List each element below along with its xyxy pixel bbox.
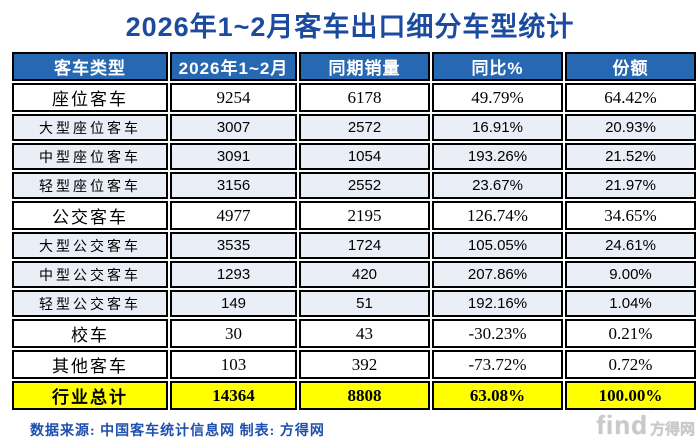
cell-current: 3007 [170, 114, 297, 141]
row-label: 校车 [12, 319, 168, 348]
table-row: 公交客车 4977 2195 126.74% 34.65% [12, 201, 696, 230]
cell-same_period: 2195 [299, 201, 430, 230]
cell-yoy: 193.26% [432, 143, 563, 170]
cell-same_period: 8808 [299, 381, 430, 410]
row-label: 行业总计 [12, 381, 168, 410]
source-note: 数据来源: 中国客车统计信息网 制表: 方得网 [30, 424, 325, 439]
cell-current: 3091 [170, 143, 297, 170]
cell-same_period: 1054 [299, 143, 430, 170]
row-label: 轻型公交客车 [12, 290, 168, 317]
column-header: 2026年1~2月 [170, 52, 297, 81]
cell-yoy: 16.91% [432, 114, 563, 141]
cell-current: 103 [170, 350, 297, 379]
table-row: 中型座位客车 3091 1054 193.26% 21.52% [12, 143, 696, 170]
cell-share: 9.00% [565, 261, 696, 288]
cell-yoy: -73.72% [432, 350, 563, 379]
row-label: 公交客车 [12, 201, 168, 230]
table-row: 大型座位客车 3007 2572 16.91% 20.93% [12, 114, 696, 141]
cell-same_period: 2572 [299, 114, 430, 141]
column-header: 同比% [432, 52, 563, 81]
cell-same_period: 392 [299, 350, 430, 379]
cell-same_period: 1724 [299, 232, 430, 259]
cell-same_period: 6178 [299, 83, 430, 112]
cell-yoy: -30.23% [432, 319, 563, 348]
cell-share: 1.04% [565, 290, 696, 317]
cell-current: 3156 [170, 172, 297, 199]
cell-same_period: 43 [299, 319, 430, 348]
cell-share: 24.61% [565, 232, 696, 259]
table-header-row: 客车类型 2026年1~2月 同期销量 同比% 份额 [12, 52, 696, 81]
table-row: 座位客车 9254 6178 49.79% 64.42% [12, 83, 696, 112]
table-row: 行业总计 14364 8808 63.08% 100.00% [12, 381, 696, 410]
find-brand-text: find [596, 410, 648, 440]
table-row: 中型公交客车 1293 420 207.86% 9.00% [12, 261, 696, 288]
cell-share: 64.42% [565, 83, 696, 112]
table-body: 座位客车 9254 6178 49.79% 64.42% 大型座位客车 3007 2572 16… [12, 83, 696, 410]
column-header: 客车类型 [12, 52, 168, 81]
table-row: 轻型座位客车 3156 2552 23.67% 21.97% [12, 172, 696, 199]
table-row: 大型公交客车 3535 1724 105.05% 24.61% [12, 232, 696, 259]
cell-current: 3535 [170, 232, 297, 259]
cell-share: 0.21% [565, 319, 696, 348]
row-label: 其他客车 [12, 350, 168, 379]
page-title: 2026年1~2月客车出口细分车型统计 [125, 12, 575, 42]
cell-share: 21.52% [565, 143, 696, 170]
cell-current: 30 [170, 319, 297, 348]
table-row: 轻型公交客车 149 51 192.16% 1.04% [12, 290, 696, 317]
row-label: 中型公交客车 [12, 261, 168, 288]
cell-share: 21.97% [565, 172, 696, 199]
row-label: 大型公交客车 [12, 232, 168, 259]
cell-yoy: 105.05% [432, 232, 563, 259]
cell-share: 34.65% [565, 201, 696, 230]
cell-same_period: 51 [299, 290, 430, 317]
column-header: 份额 [565, 52, 696, 81]
cell-share: 20.93% [565, 114, 696, 141]
cell-share: 0.72% [565, 350, 696, 379]
cell-yoy: 207.86% [432, 261, 563, 288]
cell-yoy: 23.67% [432, 172, 563, 199]
watermark-site-name: 方得网 [649, 422, 695, 438]
table-row: 校车 30 43 -30.23% 0.21% [12, 319, 696, 348]
cell-current: 14364 [170, 381, 297, 410]
table-row: 其他客车 103 392 -73.72% 0.72% [12, 350, 696, 379]
cell-share: 100.00% [565, 381, 696, 410]
watermark-logo: find 方得网 [596, 412, 695, 439]
column-header: 同期销量 [299, 52, 430, 81]
cell-same_period: 420 [299, 261, 430, 288]
cell-current: 4977 [170, 201, 297, 230]
cell-same_period: 2552 [299, 172, 430, 199]
row-label: 大型座位客车 [12, 114, 168, 141]
cell-current: 149 [170, 290, 297, 317]
statistics-table: 客车类型 2026年1~2月 同期销量 同比% 份额 座位客车 9254 6178 49.79… [10, 50, 698, 412]
cell-current: 9254 [170, 83, 297, 112]
cell-yoy: 49.79% [432, 83, 563, 112]
row-label: 轻型座位客车 [12, 172, 168, 199]
cell-yoy: 63.08% [432, 381, 563, 410]
cell-yoy: 192.16% [432, 290, 563, 317]
row-label: 座位客车 [12, 83, 168, 112]
cell-yoy: 126.74% [432, 201, 563, 230]
row-label: 中型座位客车 [12, 143, 168, 170]
cell-current: 1293 [170, 261, 297, 288]
